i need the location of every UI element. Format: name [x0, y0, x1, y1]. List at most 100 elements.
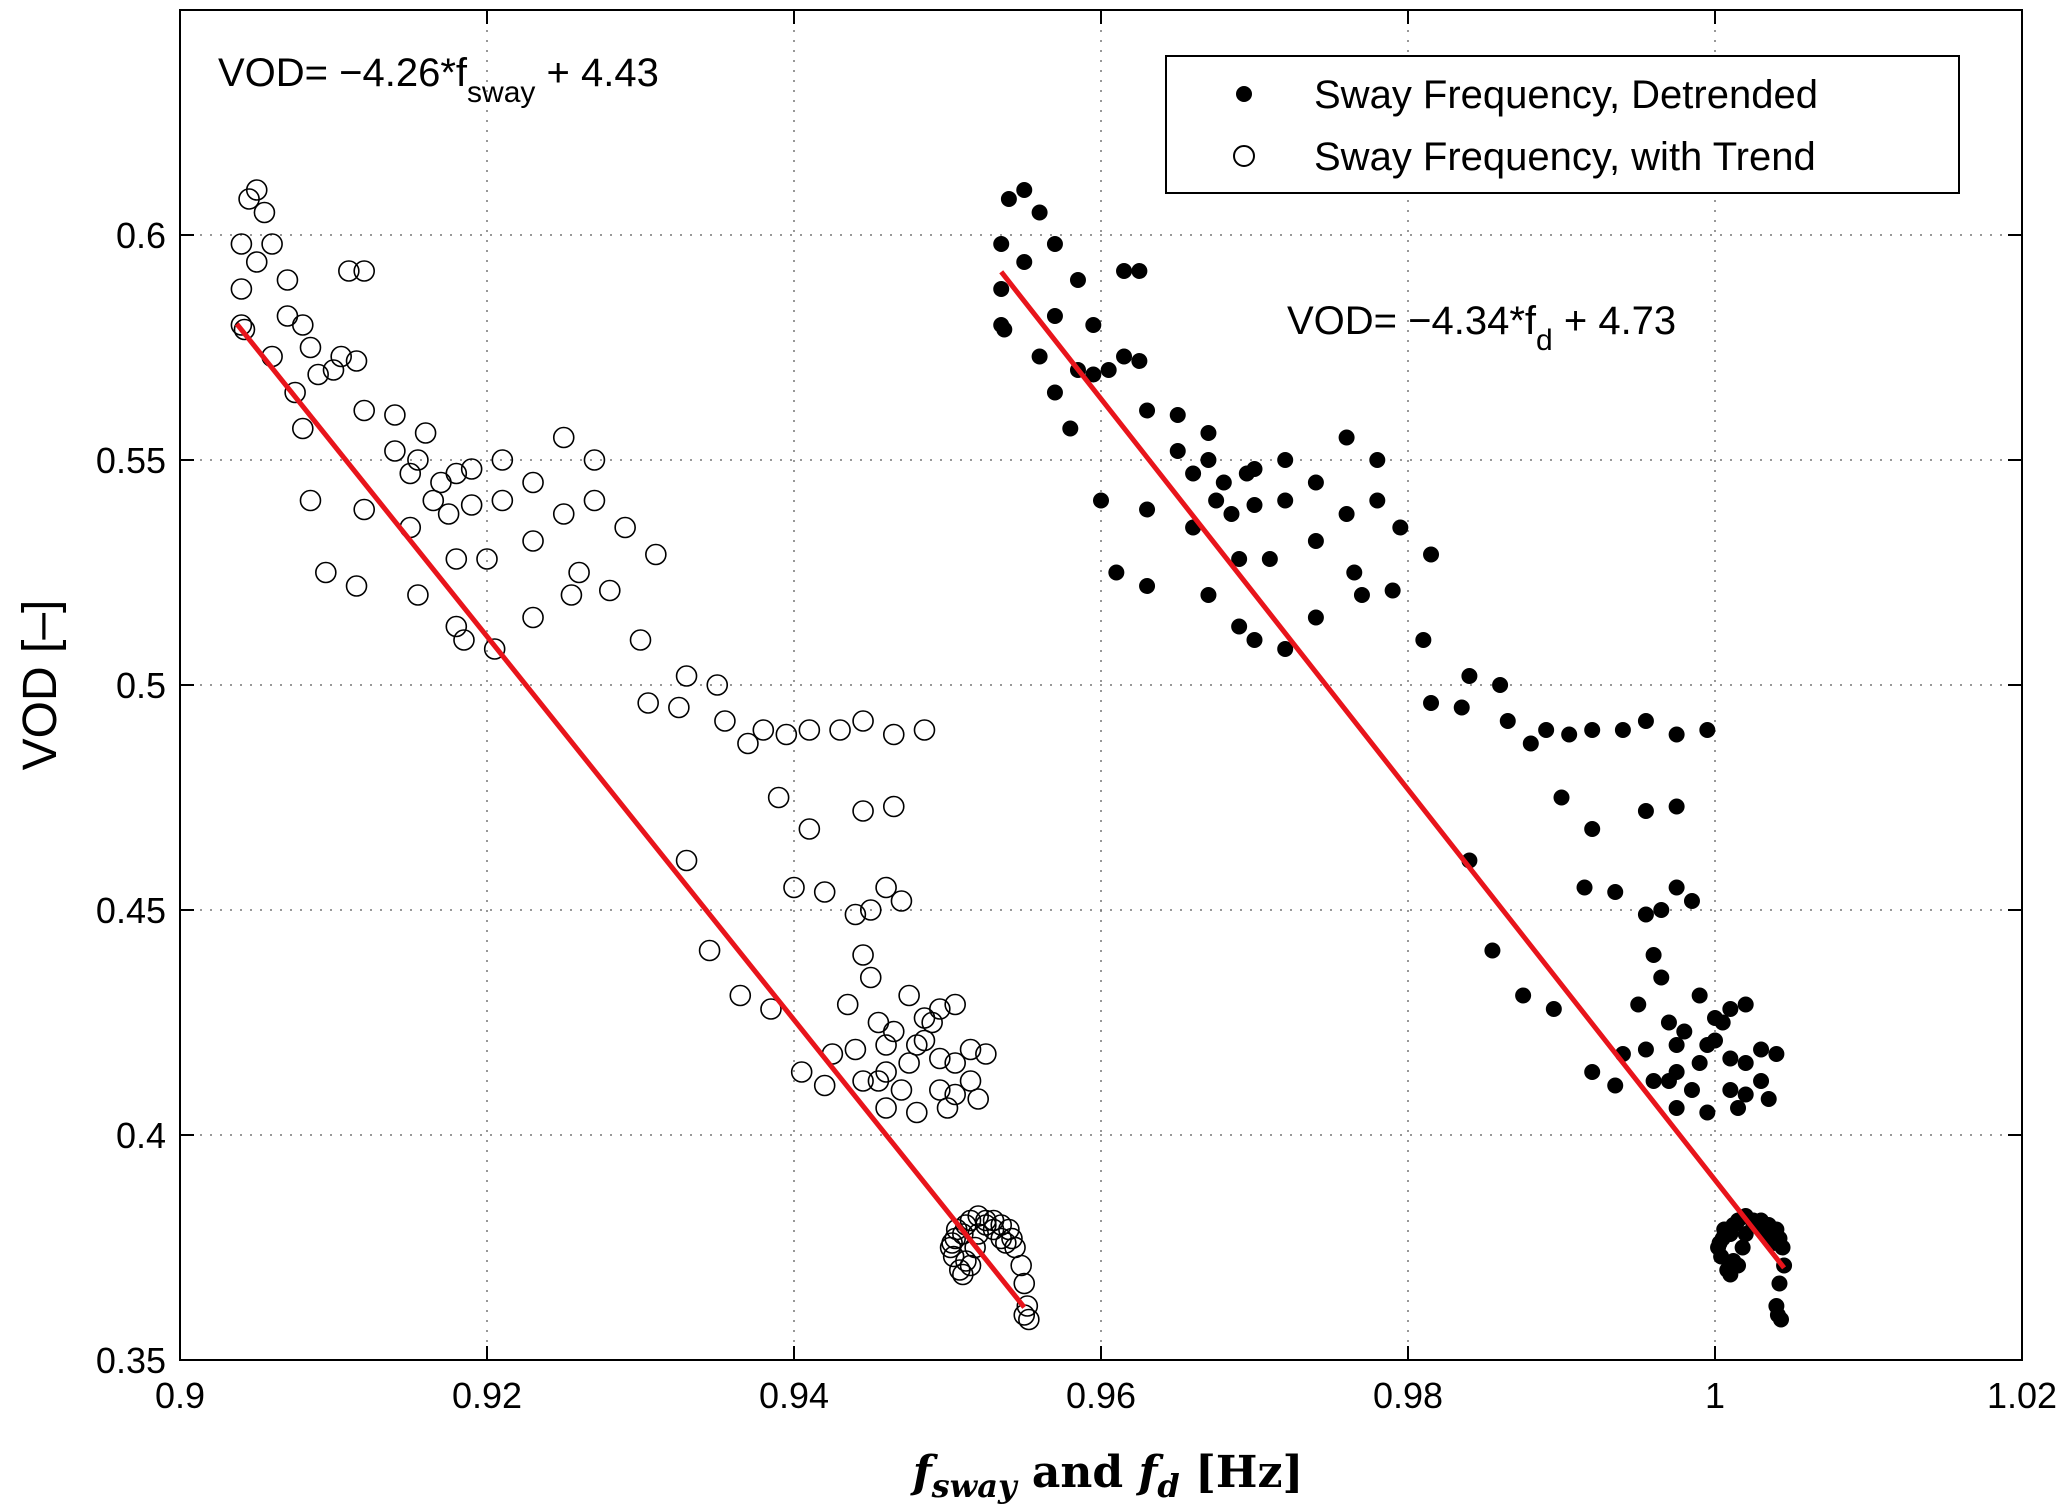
- x-axis-label: fsway and fd [Hz]: [910, 1447, 1304, 1505]
- point-detrended: [1484, 942, 1501, 959]
- legend: Sway Frequency, Detrended Sway Frequency…: [1165, 55, 1960, 194]
- point-detrended: [1753, 1073, 1770, 1089]
- point-with-trend: [384, 440, 406, 462]
- point-detrended: [1584, 1064, 1601, 1080]
- point-detrended: [1093, 492, 1109, 509]
- point-detrended: [1353, 587, 1370, 603]
- point-with-trend: [675, 849, 698, 872]
- point-detrended: [996, 321, 1013, 338]
- point-with-trend: [261, 233, 283, 255]
- point-detrended: [1737, 1055, 1754, 1071]
- point-detrended: [1660, 1073, 1677, 1089]
- point-detrended: [1645, 947, 1662, 963]
- point-detrended: [1016, 254, 1033, 270]
- point-detrended: [1208, 492, 1225, 509]
- point-detrended: [1768, 1046, 1785, 1062]
- point-detrended: [1737, 1086, 1754, 1103]
- point-with-trend: [407, 584, 429, 606]
- point-detrended: [1683, 893, 1700, 909]
- point-with-trend: [921, 1011, 943, 1034]
- point-detrended: [1000, 191, 1017, 207]
- point-with-trend: [445, 548, 468, 570]
- point-with-trend: [1010, 1254, 1032, 1277]
- point-with-trend: [852, 944, 874, 966]
- point-with-trend: [299, 336, 322, 359]
- point-with-trend: [929, 1047, 951, 1070]
- point-with-trend: [790, 1061, 813, 1083]
- point-detrended: [1261, 551, 1278, 567]
- point-detrended: [1637, 803, 1654, 819]
- y-tick-label: 0.45: [96, 890, 166, 931]
- point-detrended: [1384, 582, 1401, 599]
- point-with-trend: [929, 1079, 951, 1101]
- point-detrended: [1062, 420, 1079, 437]
- point-with-trend: [483, 638, 506, 660]
- point-detrended: [1515, 987, 1532, 1004]
- point-with-trend: [399, 462, 422, 485]
- point-detrended: [1637, 713, 1654, 729]
- point-detrended: [1085, 317, 1102, 333]
- point-with-trend: [299, 489, 322, 512]
- point-detrended: [1246, 632, 1263, 648]
- point-detrended: [1668, 798, 1685, 815]
- point-detrended: [1069, 272, 1086, 288]
- y-tick-label: 0.4: [116, 1115, 166, 1156]
- point-with-trend: [476, 548, 498, 570]
- point-with-trend: [714, 710, 736, 732]
- point-detrended: [1716, 1221, 1733, 1238]
- y-axis-label: VOD [–]: [14, 600, 67, 771]
- point-with-trend: [905, 1101, 928, 1124]
- point-with-trend: [882, 1020, 905, 1043]
- point-with-trend: [637, 692, 659, 714]
- point-with-trend: [975, 1043, 997, 1065]
- point-detrended: [1699, 1104, 1716, 1121]
- point-detrended: [1699, 722, 1716, 738]
- point-detrended: [1683, 1082, 1700, 1098]
- point-with-trend: [798, 818, 821, 840]
- point-with-trend: [913, 719, 936, 741]
- point-with-trend: [230, 314, 253, 336]
- point-detrended: [1561, 726, 1578, 743]
- point-with-trend: [291, 417, 314, 440]
- point-with-trend: [944, 1083, 966, 1106]
- point-with-trend: [944, 993, 966, 1016]
- x-tick-label: 0.98: [1373, 1375, 1443, 1416]
- point-detrended: [1369, 492, 1386, 509]
- point-with-trend: [798, 719, 821, 741]
- point-detrended: [1392, 519, 1409, 536]
- point-with-trend: [844, 903, 867, 926]
- x-tick-label: 0.92: [452, 1375, 522, 1416]
- point-detrended: [1492, 677, 1509, 693]
- point-with-trend: [852, 800, 874, 822]
- point-detrended: [1713, 1248, 1730, 1265]
- point-with-trend: [491, 449, 514, 471]
- point-with-trend: [729, 984, 752, 1007]
- point-detrended: [1100, 362, 1117, 378]
- point-with-trend: [875, 876, 897, 899]
- y-tick-label: 0.6: [116, 215, 166, 256]
- series-detrended: [993, 182, 1793, 1328]
- point-with-trend: [583, 449, 606, 471]
- y-tick-label: 0.5: [116, 665, 166, 706]
- point-with-trend: [629, 629, 652, 651]
- point-with-trend: [941, 1232, 963, 1254]
- point-with-trend: [345, 575, 368, 597]
- point-with-trend: [844, 1038, 867, 1061]
- point-detrended: [1046, 308, 1063, 324]
- point-with-trend: [522, 606, 544, 629]
- point-detrended: [1169, 443, 1186, 459]
- point-detrended: [1737, 996, 1754, 1013]
- point-with-trend: [307, 363, 329, 386]
- point-detrended: [1773, 1311, 1790, 1328]
- point-with-trend: [875, 1097, 897, 1119]
- point-detrended: [1277, 452, 1294, 468]
- point-detrended: [1499, 713, 1516, 729]
- annotation-detrended-fit: VOD= −4.34*fd + 4.73: [1287, 299, 1676, 357]
- point-detrended: [1607, 1077, 1624, 1094]
- point-detrended: [1668, 1037, 1685, 1053]
- point-detrended: [1131, 353, 1148, 369]
- point-detrended: [1753, 1041, 1770, 1058]
- point-with-trend: [1013, 1272, 1036, 1295]
- point-with-trend: [852, 710, 874, 732]
- point-detrended: [1668, 879, 1685, 896]
